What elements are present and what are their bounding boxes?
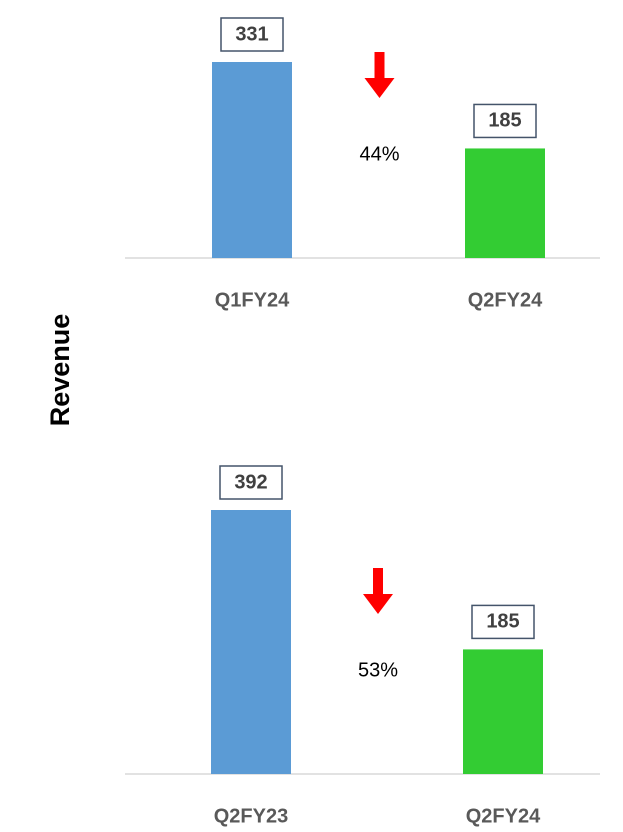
value-label: 331 — [235, 23, 268, 45]
value-label-box — [220, 17, 284, 52]
bar — [211, 510, 291, 774]
annotation: 53% — [358, 659, 398, 681]
arrow-head — [363, 594, 393, 614]
value-label: 185 — [488, 110, 521, 132]
x-tick-label: Q2FY24 — [468, 289, 543, 311]
x-tick-label: Q2FY24 — [466, 805, 541, 827]
x-tick-label: Q1FY24 — [215, 289, 290, 311]
arrow-head — [364, 78, 395, 98]
annotation: 44% — [359, 143, 399, 165]
bar — [465, 148, 545, 258]
value-label-box — [471, 604, 535, 640]
bar — [463, 649, 543, 774]
x-tick-label: Q2FY23 — [214, 805, 288, 827]
arrow-shaft — [373, 568, 383, 596]
value-label-box — [473, 103, 537, 139]
arrow-shaft — [374, 52, 385, 80]
value-label: 392 — [234, 471, 267, 493]
value-label: 185 — [486, 611, 519, 633]
value-label-box — [219, 465, 283, 500]
bar — [212, 62, 292, 258]
y-axis-label: Revenue — [45, 314, 75, 427]
